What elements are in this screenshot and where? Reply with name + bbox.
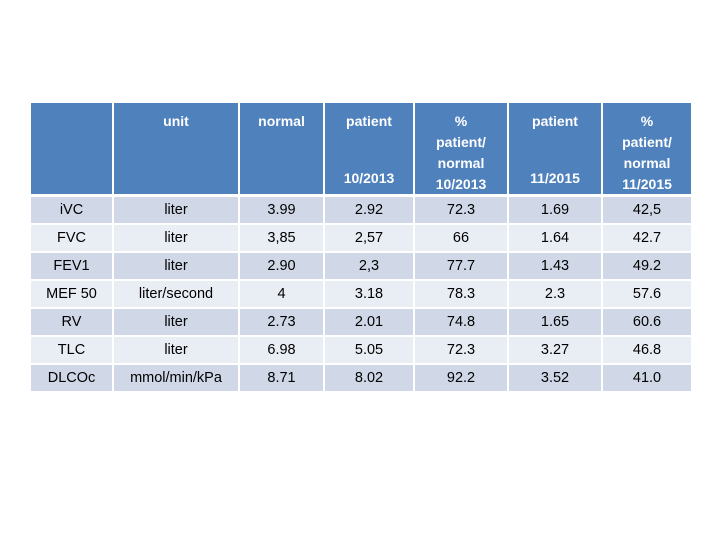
- cell-patient-2015: 1.65: [508, 307, 603, 337]
- table-row: iVC liter 3.99 2.92 72.3 1.69 42,5: [31, 195, 691, 225]
- cell-unit: liter: [113, 195, 240, 225]
- cell-parameter: RV: [31, 307, 114, 337]
- cell-percent-2015: 57.6: [602, 279, 691, 309]
- cell-percent-2015: 46.8: [602, 335, 691, 365]
- table-row: TLC liter 6.98 5.05 72.3 3.27 46.8: [31, 335, 691, 365]
- cell-percent-2013: 92.2: [414, 363, 509, 393]
- cell-unit: liter/second: [113, 279, 240, 309]
- cell-patient-2015: 3.52: [508, 363, 603, 393]
- cell-parameter: FEV1: [31, 251, 114, 281]
- cell-parameter: TLC: [31, 335, 114, 365]
- header-unit: unit: [113, 103, 240, 197]
- cell-parameter: MEF 50: [31, 279, 114, 309]
- header-patient-label: patient: [346, 113, 392, 129]
- header-percent-symbol: %: [640, 113, 654, 129]
- cell-unit: liter: [113, 335, 240, 365]
- cell-percent-2015: 60.6: [602, 307, 691, 337]
- table-row: MEF 50 liter/second 4 3.18 78.3 2.3 57.6: [31, 279, 691, 309]
- header-patient-label: patient: [532, 113, 578, 129]
- cell-normal: 8.71: [239, 363, 325, 393]
- table-row: FVC liter 3,85 2,57 66 1.64 42.7: [31, 223, 691, 253]
- cell-percent-2013: 72.3: [414, 335, 509, 365]
- header-percent-date: 11/2015: [622, 176, 672, 192]
- cell-patient-2015: 1.43: [508, 251, 603, 281]
- cell-unit: liter: [113, 307, 240, 337]
- cell-normal: 3,85: [239, 223, 325, 253]
- header-percent-patient: patient/: [622, 134, 672, 150]
- header-percent-2015: % patient/ normal 11/2015: [602, 103, 691, 197]
- header-percent-date: 10/2013: [435, 176, 487, 192]
- cell-patient-2015: 1.64: [508, 223, 603, 253]
- lung-function-table: unit normal patient 10/2013 % patient/ n…: [31, 103, 691, 393]
- cell-normal: 2.73: [239, 307, 325, 337]
- cell-parameter: DLCOc: [31, 363, 114, 393]
- cell-normal: 4: [239, 279, 325, 309]
- cell-patient-2013: 5.05: [324, 335, 415, 365]
- cell-percent-2013: 78.3: [414, 279, 509, 309]
- cell-patient-2013: 2,3: [324, 251, 415, 281]
- table-row: DLCOc mmol/min/kPa 8.71 8.02 92.2 3.52 4…: [31, 363, 691, 393]
- header-patient-date: 10/2013: [343, 170, 395, 186]
- cell-unit: liter: [113, 251, 240, 281]
- header-patient-date: 11/2015: [530, 170, 580, 186]
- cell-patient-2013: 2.01: [324, 307, 415, 337]
- cell-percent-2013: 66: [414, 223, 509, 253]
- cell-unit: mmol/min/kPa: [113, 363, 240, 393]
- table-row: RV liter 2.73 2.01 74.8 1.65 60.6: [31, 307, 691, 337]
- cell-normal: 2.90: [239, 251, 325, 281]
- header-patient-2013: patient 10/2013: [324, 103, 415, 197]
- cell-normal: 3.99: [239, 195, 325, 225]
- cell-patient-2013: 2.92: [324, 195, 415, 225]
- cell-patient-2015: 2.3: [508, 279, 603, 309]
- header-normal: normal: [239, 103, 325, 197]
- cell-patient-2013: 8.02: [324, 363, 415, 393]
- header-percent-normal: normal: [437, 155, 485, 171]
- header-percent-symbol: %: [454, 113, 468, 129]
- header-parameter: [31, 103, 114, 197]
- cell-percent-2015: 42.7: [602, 223, 691, 253]
- cell-percent-2015: 49.2: [602, 251, 691, 281]
- cell-percent-2013: 74.8: [414, 307, 509, 337]
- cell-percent-2015: 42,5: [602, 195, 691, 225]
- cell-patient-2013: 3.18: [324, 279, 415, 309]
- header-percent-patient: patient/: [436, 134, 486, 150]
- header-percent-normal: normal: [623, 155, 671, 171]
- cell-patient-2013: 2,57: [324, 223, 415, 253]
- cell-parameter: FVC: [31, 223, 114, 253]
- cell-normal: 6.98: [239, 335, 325, 365]
- cell-patient-2015: 3.27: [508, 335, 603, 365]
- cell-percent-2015: 41.0: [602, 363, 691, 393]
- cell-parameter: iVC: [31, 195, 114, 225]
- header-row: unit normal patient 10/2013 % patient/ n…: [31, 103, 691, 197]
- header-percent-2013: % patient/ normal 10/2013: [414, 103, 509, 197]
- cell-percent-2013: 72.3: [414, 195, 509, 225]
- table-row: FEV1 liter 2.90 2,3 77.7 1.43 49.2: [31, 251, 691, 281]
- cell-patient-2015: 1.69: [508, 195, 603, 225]
- cell-unit: liter: [113, 223, 240, 253]
- header-patient-2015: patient 11/2015: [508, 103, 603, 197]
- cell-percent-2013: 77.7: [414, 251, 509, 281]
